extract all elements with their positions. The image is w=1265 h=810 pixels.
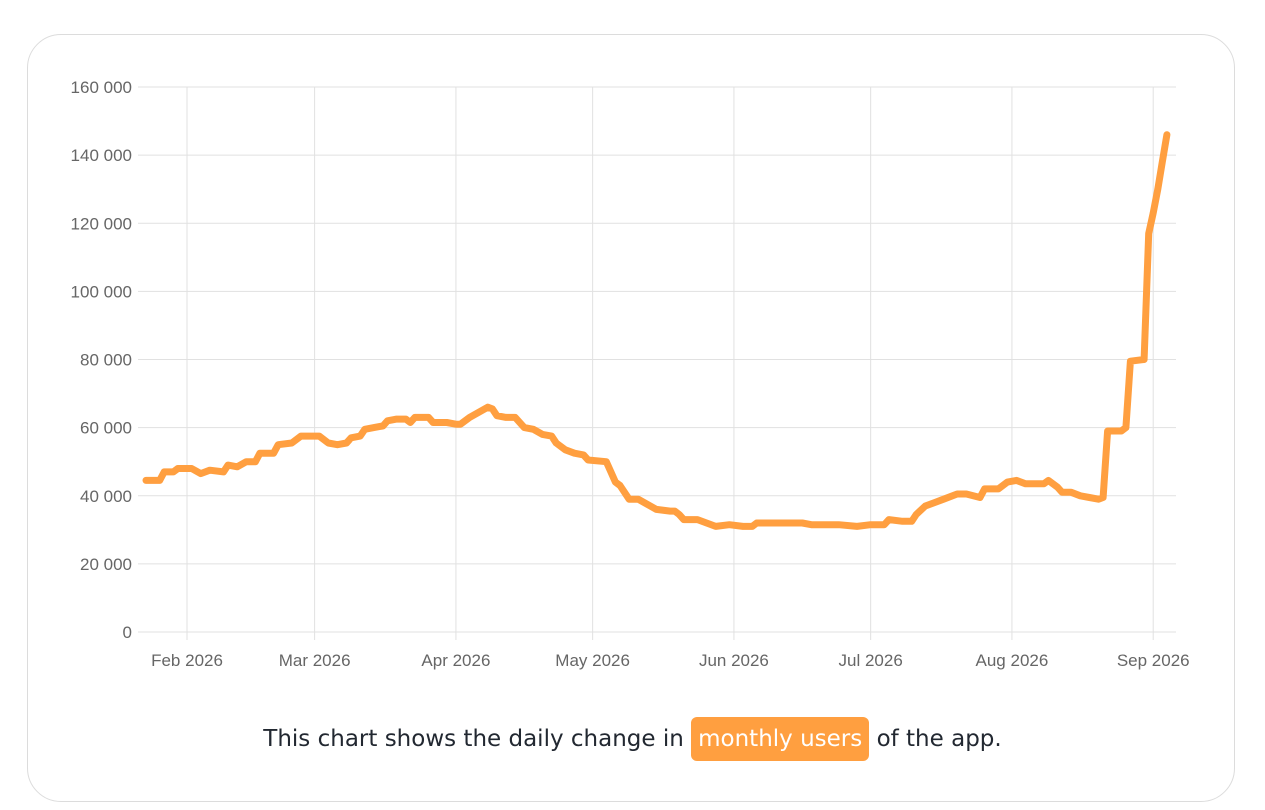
caption-suffix: of the app. <box>876 726 1002 752</box>
y-tick-label: 60 000 <box>80 419 132 438</box>
y-tick-label: 140 000 <box>71 146 132 165</box>
x-tick-label: May 2026 <box>555 651 630 670</box>
x-tick-label: Jun 2026 <box>699 651 769 670</box>
x-tick-label: Apr 2026 <box>421 651 490 670</box>
chart-caption: This chart shows the daily change in mon… <box>0 716 1265 762</box>
x-tick-label: Mar 2026 <box>279 651 351 670</box>
x-tick-label: Aug 2026 <box>976 651 1049 670</box>
y-tick-label: 0 <box>123 623 132 642</box>
y-tick-label: 120 000 <box>71 214 132 233</box>
chart-card <box>27 34 1235 802</box>
x-tick-label: Jul 2026 <box>839 651 903 670</box>
series-layer <box>142 131 1171 530</box>
y-tick-label: 100 000 <box>71 282 132 301</box>
x-tick-label: Feb 2026 <box>151 651 223 670</box>
y-tick-label: 20 000 <box>80 555 132 574</box>
caption-prefix: This chart shows the daily change in <box>263 726 684 752</box>
caption-highlight-badge: monthly users <box>691 717 870 761</box>
line-chart: 0 20 000 40 000 60 000 80 000 100 000 120 000 1… <box>71 78 1190 670</box>
y-tick-label: 40 000 <box>80 487 132 506</box>
y-tick-label: 160 000 <box>71 78 132 97</box>
series-line <box>142 131 1171 530</box>
grid <box>138 86 1176 640</box>
x-axis-ticks: Feb 2026 Mar 2026 Apr 2026 May 2026 Jun 2026… <box>151 651 1190 670</box>
x-tick-label: Sep 2026 <box>1117 651 1190 670</box>
y-tick-label: 80 000 <box>80 351 132 370</box>
y-axis-ticks: 0 20 000 40 000 60 000 80 000 100 000 120 000 1… <box>71 78 132 642</box>
